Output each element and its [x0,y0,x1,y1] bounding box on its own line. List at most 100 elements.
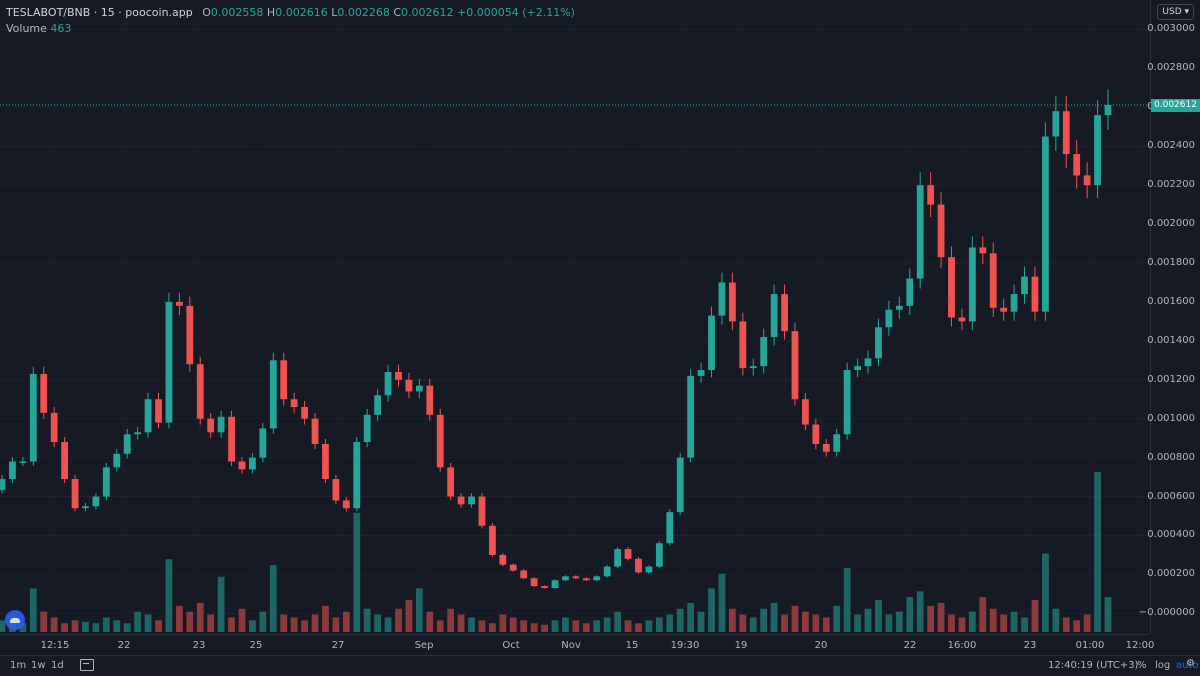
date-range-icon[interactable] [80,659,94,671]
candle-body [916,185,924,279]
volume-bar [854,614,861,632]
volume-bar [426,611,434,632]
candle-body [697,370,705,376]
candle-body [687,375,695,458]
volume-label: Volume [6,22,47,35]
volume-bar [144,614,152,632]
candle-body [92,496,100,507]
candle-body [468,496,475,505]
interval-1w-button[interactable]: 1w [31,660,46,671]
price-tick-label: 0.001200 [1147,373,1195,385]
volume-bar [457,614,465,632]
volume-bar [1062,617,1070,632]
volume-bar [342,611,350,632]
volume-bar [770,602,778,632]
candle-body [61,442,68,480]
candle-body [144,399,152,433]
log-scale-button[interactable]: log [1155,660,1171,671]
candle-body [603,566,611,577]
candle-body [833,434,841,452]
volume-bar [603,617,611,632]
auto-scale-button[interactable]: auto [1176,660,1199,671]
candle-body [739,321,747,369]
candle-body [123,434,131,454]
candle-body [1042,136,1049,312]
volume-bar [322,605,329,632]
volume-bar [676,608,684,632]
candle-body [728,282,736,322]
volume-bar [40,611,48,632]
chart-area[interactable] [0,0,1150,634]
volume-bar [895,611,903,632]
time-tick-label: 25 [249,640,263,651]
high-label: H [266,6,276,19]
volume-bar [551,620,559,632]
candle-body [708,315,715,371]
time-tick-label: Sep [414,640,434,651]
candle-body [895,305,903,310]
volume-bar [0,620,6,632]
price-axis[interactable]: 0.0030000.0028000.0026000.0024000.002200… [1139,0,1200,634]
candle-body [9,461,16,480]
volume-bar [301,620,308,632]
candle-body [812,424,820,445]
candle-body [0,479,6,490]
tradingview-logo-icon[interactable] [5,610,25,630]
volume-bar [582,623,590,632]
candle-body [175,301,183,306]
volume-bar [927,605,935,632]
volume-bar [624,620,632,632]
symbol-label[interactable]: TESLABOT/BNB · 15 · poocoin.app [6,6,193,19]
volume-bar [1052,608,1060,632]
interval-1m-button[interactable]: 1m [10,660,27,671]
candle-body [572,576,580,579]
interval-1d-button[interactable]: 1d [51,660,64,671]
volume-bar [614,611,621,632]
candle-body [363,414,371,443]
candle-body [207,418,215,433]
candle-body [1104,104,1112,116]
volume-bar [290,617,298,632]
candle-body [530,578,538,587]
candle-body [968,247,976,322]
candle-body [864,358,872,367]
candle-body [655,543,663,567]
candle-body [1021,276,1028,295]
volume-bar [708,588,715,632]
volume-bar [102,617,110,632]
candle-body [989,253,997,308]
candle-body [395,371,402,380]
volume-bar [1010,611,1018,632]
time-tick-label: 19:30 [670,640,700,651]
candle-body [342,500,350,509]
candle-body [311,418,319,445]
candle-body [301,407,308,419]
timezone-clock[interactable]: 12:40:19 (UTC+3) [1048,660,1139,671]
candle-body [415,385,423,392]
open-label: O [202,6,211,19]
time-axis[interactable]: 12:15 22 23 25 27 Sep Oct Nov 15 19:30 19 20 22 16:00… [0,634,1154,655]
volume-bar [760,608,768,632]
candle-body [937,204,945,258]
candle-body [489,525,496,555]
candle-body [196,364,204,419]
volume-bar [802,611,809,632]
volume-bar [906,597,914,632]
candle-body [582,578,590,581]
volume-value: 463 [50,22,72,35]
price-tick-label: 0.000800 [1147,451,1195,463]
high-value: 0.002616 [275,6,328,19]
currency-selector[interactable]: USD ▾ [1157,4,1194,20]
last-price-badge: 0.002612 [1151,98,1200,112]
price-tick-label: 0.000600 [1147,490,1195,502]
candle-body [374,395,382,415]
candle-body [614,549,621,567]
percent-scale-button[interactable]: % [1137,660,1147,671]
settings-gear-icon[interactable]: ⚙ [1186,658,1195,669]
volume-bar [29,588,37,632]
price-chart[interactable] [0,0,1150,634]
candle-body [770,294,778,337]
candle-body [478,496,486,526]
volume-bar [175,605,183,632]
candle-body [217,416,225,433]
